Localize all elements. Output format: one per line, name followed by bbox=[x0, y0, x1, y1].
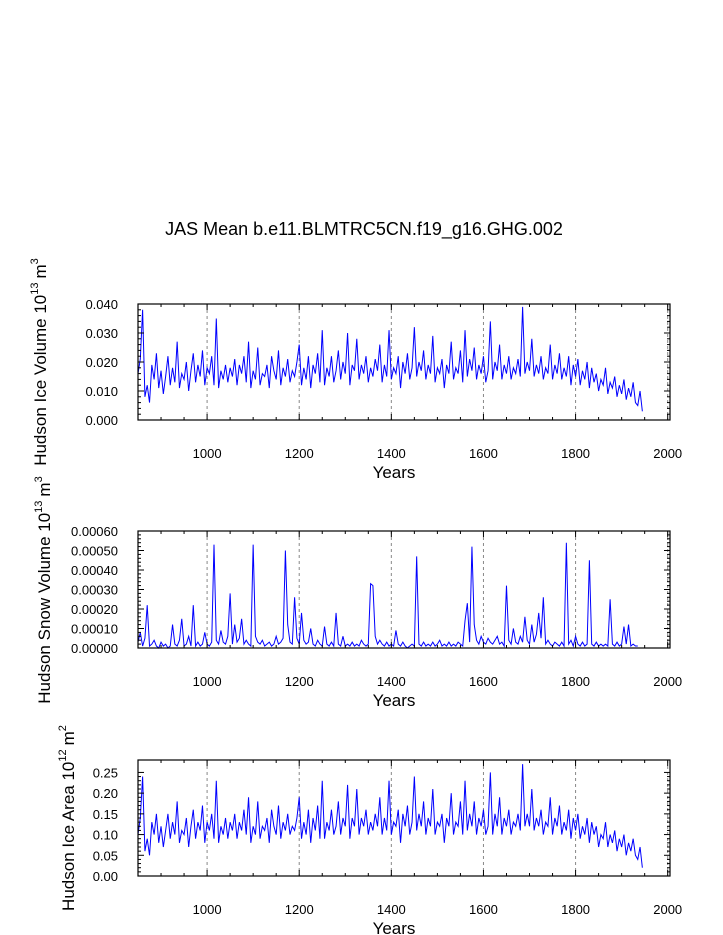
x-tick-label: 1000 bbox=[193, 446, 222, 461]
y-tick-label: 0.040 bbox=[85, 297, 118, 312]
y-axis-title: Hudson Ice Volume 1013 m3 bbox=[29, 258, 50, 466]
y-tick-label: 0.020 bbox=[85, 355, 118, 370]
x-tick-label: 1800 bbox=[561, 902, 590, 917]
y-tick-label: 0.10 bbox=[93, 828, 118, 843]
y-axis-title-unit-exp: 3 bbox=[33, 476, 45, 482]
y-tick-label: 0.15 bbox=[93, 807, 118, 822]
y-tick-label: 0.00030 bbox=[71, 583, 118, 598]
y-tick-label: 0.00000 bbox=[71, 641, 118, 656]
x-tick-label: 1000 bbox=[193, 674, 222, 689]
x-tick-label: 1400 bbox=[377, 446, 406, 461]
x-tick-label: 1800 bbox=[561, 446, 590, 461]
y-axis-title-exp: 13 bbox=[29, 282, 41, 294]
x-tick-label: 1600 bbox=[469, 674, 498, 689]
y-axis-title: Hudson Snow Volume 1013 m3 bbox=[33, 476, 54, 703]
y-tick-label: 0.00060 bbox=[71, 524, 118, 539]
x-tick-label: 1200 bbox=[285, 446, 314, 461]
y-axis-title-unit: m bbox=[35, 482, 54, 496]
y-tick-label: 0.00040 bbox=[71, 563, 118, 578]
chart-panel-ice-volume: 1000 1200 1400 1600 1800 2000 0.000 0.010 0.020 0… bbox=[29, 258, 682, 482]
y-axis-title-text: Hudson Ice Area 10 bbox=[59, 762, 78, 911]
y-tick-label: 0.010 bbox=[85, 384, 118, 399]
y-tick-label: 0.00050 bbox=[71, 544, 118, 559]
y-tick-label: 0.25 bbox=[93, 765, 118, 780]
y-axis-title-unit-exp: 2 bbox=[57, 725, 69, 731]
x-axis-title: Years bbox=[373, 691, 416, 710]
x-tick-label: 1800 bbox=[561, 674, 590, 689]
y-tick-label: 0.05 bbox=[93, 848, 118, 863]
x-tick-label: 1000 bbox=[193, 902, 222, 917]
chart-panel-snow-volume: 1000 1200 1400 1600 1800 2000 0.00000 0.00010 0.… bbox=[33, 476, 682, 710]
series-line-ice-area bbox=[137, 764, 643, 868]
x-tick-label: 2000 bbox=[653, 446, 682, 461]
y-axis-title-text: Hudson Ice Volume 10 bbox=[31, 295, 50, 466]
y-tick-label: 0.00010 bbox=[71, 622, 118, 637]
y-tick-label: 0.000 bbox=[85, 413, 118, 428]
y-axis-title-exp: 13 bbox=[33, 501, 45, 513]
y-tick-label: 0.030 bbox=[85, 326, 118, 341]
x-axis-title: Years bbox=[373, 919, 416, 935]
x-tick-label: 1200 bbox=[285, 674, 314, 689]
x-tick-label: 1600 bbox=[469, 446, 498, 461]
y-axis-title-exp: 12 bbox=[57, 749, 69, 761]
y-tick-label: 0.00020 bbox=[71, 602, 118, 617]
x-tick-label: 1400 bbox=[377, 674, 406, 689]
y-axis-title-text: Hudson Snow Volume 10 bbox=[35, 513, 54, 704]
chart-panel-ice-area: 1000 1200 1400 1600 1800 2000 0.00 0.05 0.10 0.15… bbox=[57, 725, 682, 935]
series-line-snow-volume bbox=[137, 542, 638, 649]
y-axis-title-unit-exp: 3 bbox=[29, 258, 41, 264]
chart-title: JAS Mean b.e11.BLMTRC5CN.f19_g16.GHG.002 bbox=[165, 219, 563, 240]
x-axis-title: Years bbox=[373, 463, 416, 482]
series-line-ice-volume bbox=[137, 306, 643, 412]
y-tick-label: 0.20 bbox=[93, 786, 118, 801]
x-tick-label: 1200 bbox=[285, 902, 314, 917]
x-tick-label: 1600 bbox=[469, 902, 498, 917]
y-tick-label: 0.00 bbox=[93, 869, 118, 884]
y-axis-title-unit: m bbox=[31, 264, 50, 278]
y-axis-title-unit: m bbox=[59, 731, 78, 745]
y-axis-title: Hudson Ice Area 1012 m2 bbox=[57, 725, 78, 911]
x-tick-label: 1400 bbox=[377, 902, 406, 917]
x-tick-label: 2000 bbox=[653, 902, 682, 917]
x-tick-label: 2000 bbox=[653, 674, 682, 689]
